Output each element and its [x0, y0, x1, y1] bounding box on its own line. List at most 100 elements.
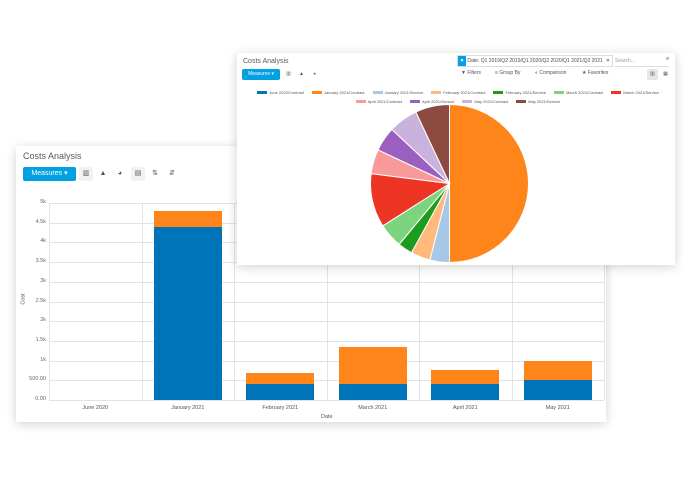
bar-segment[interactable]: [153, 226, 222, 400]
x-gridline: [49, 203, 50, 400]
legend-item[interactable]: April 2021/Service: [409, 97, 455, 106]
x-axis-title: Date: [321, 414, 333, 420]
x-gridline: [326, 203, 328, 400]
legend-label: February 2021/Contract: [443, 90, 486, 95]
legend-swatch: [257, 91, 268, 95]
legend-label: March 2021/Contract: [565, 90, 604, 95]
bar-segment[interactable]: [523, 360, 592, 381]
y-tick-label: 1.5k: [35, 336, 46, 343]
remove-facet-icon[interactable]: ✕: [605, 58, 610, 64]
y-gridline: [49, 400, 604, 401]
y-tick-label: 4k: [40, 238, 46, 245]
sort-desc-icon[interactable]: ⇵: [165, 167, 179, 181]
pie-measures-button[interactable]: Measures ▾: [242, 69, 280, 80]
favorites-icon: ★: [582, 70, 587, 76]
y-tick-label: 500.00: [29, 376, 46, 383]
legend-swatch: [462, 100, 473, 104]
stack-icon[interactable]: ▤: [131, 167, 145, 181]
x-gridline: [511, 203, 513, 400]
filters-button[interactable]: ▼ Filters: [461, 70, 481, 76]
comparison-icon: ◐: [535, 70, 539, 76]
legend-item[interactable]: April 2021/Contract: [355, 97, 402, 106]
pie-legend: June 2020/Contract January 2021/Contract J…: [253, 88, 663, 106]
pie-chart-panel: Costs Analysis ▼ Date: Q1 2019/Q2 2019/Q…: [237, 53, 675, 265]
x-gridline: [141, 203, 143, 400]
x-tick-label: May 2021: [545, 405, 570, 411]
pie-chart: [370, 103, 529, 264]
legend-item[interactable]: March 2021/Service: [611, 88, 659, 97]
legend-label: April 2021/Service: [421, 99, 455, 104]
y-tick-label: 4.5k: [35, 218, 46, 225]
y-tick-label: 3.5k: [35, 258, 46, 265]
pie-slice[interactable]: [449, 103, 529, 264]
x-gridline: [604, 203, 605, 400]
bar-segment[interactable]: [523, 380, 592, 400]
legend-item[interactable]: February 2021/Service: [493, 88, 546, 97]
y-tick-label: 0.00: [35, 396, 46, 402]
legend-label: January 2021/Service: [384, 90, 424, 95]
y-tick-label: 2.5k: [35, 297, 46, 304]
legend-label: June 2020/Contract: [269, 90, 305, 95]
y-tick-label: 5k: [40, 199, 46, 205]
pie-slice[interactable]: [415, 103, 450, 184]
legend-item[interactable]: May 2021/Contract: [462, 97, 508, 106]
filter-facet-icon: ▼: [458, 56, 466, 66]
pivot-view-icon[interactable]: ▦: [660, 69, 671, 80]
x-tick-label: February 2021: [262, 405, 299, 411]
legend-swatch: [312, 91, 323, 95]
legend-label: February 2021/Service: [505, 90, 546, 95]
bar-segment[interactable]: [246, 384, 315, 400]
pie-chart-icon[interactable]: ◕: [309, 69, 320, 80]
legend-label: May 2021/Service: [528, 99, 561, 104]
legend-item[interactable]: March 2021/Contract: [553, 88, 604, 97]
legend-label: May 2021/Contract: [474, 99, 509, 104]
sort-asc-icon[interactable]: ⇅: [148, 167, 162, 181]
line-chart-icon[interactable]: ▲: [296, 69, 307, 80]
bar-segment[interactable]: [153, 210, 222, 227]
search-icon[interactable]: ⌕: [666, 56, 670, 62]
date-filter-facet[interactable]: ▼ Date: Q1 2019/Q2 2019/Q1 2020/Q2 2020/…: [457, 55, 613, 67]
filter-icon: ▼: [461, 70, 466, 76]
legend-item[interactable]: February 2021/Contract: [431, 88, 485, 97]
bar-chart-icon[interactable]: ▥: [283, 69, 294, 80]
caret-down-icon: ▾: [271, 71, 274, 77]
bar-segment[interactable]: [431, 370, 500, 385]
legend-swatch: [516, 100, 527, 104]
pie-view-title: Costs Analysis: [243, 58, 289, 65]
caret-down-icon: ▾: [64, 170, 68, 177]
legend-swatch: [431, 91, 442, 95]
group-by-button[interactable]: ≡ Group By: [495, 70, 521, 76]
bar-segment[interactable]: [246, 373, 315, 385]
measures-button[interactable]: Measures ▾: [23, 167, 76, 181]
comparison-button[interactable]: ◐ Comparison: [535, 70, 567, 76]
legend-item[interactable]: May 2021/Service: [516, 97, 560, 106]
facet-label: Date: Q1 2019/Q2 2019/Q1 2020/Q2 2020/Q1…: [467, 58, 603, 64]
favorites-button[interactable]: ★ Favorites: [582, 70, 609, 76]
legend-label: January 2021/Contract: [324, 90, 365, 95]
x-tick-label: April 2021: [452, 405, 478, 411]
legend-label: April 2021/Contract: [367, 99, 402, 104]
legend-swatch: [553, 91, 564, 95]
line-chart-icon[interactable]: ▲: [96, 167, 110, 181]
legend-item[interactable]: June 2020/Contract: [257, 88, 304, 97]
legend-label: March 2021/Service: [623, 90, 659, 95]
y-tick-label: 3k: [40, 277, 46, 284]
graph-view-icon[interactable]: ▥: [647, 69, 658, 80]
bar-segment[interactable]: [431, 384, 500, 400]
x-tick-label: June 2020: [82, 405, 109, 411]
bar-view-title: Costs Analysis: [23, 151, 82, 161]
x-gridline: [234, 203, 235, 400]
measures-label: Measures: [248, 71, 271, 77]
bar-chart-icon[interactable]: ▥: [79, 167, 93, 181]
legend-item[interactable]: January 2021/Service: [372, 88, 424, 97]
search-input[interactable]: Search...: [615, 56, 669, 67]
legend-swatch: [355, 100, 366, 104]
legend-swatch: [493, 91, 504, 95]
bar-segment[interactable]: [338, 346, 407, 385]
measures-label: Measures: [31, 170, 63, 177]
group-by-icon: ≡: [495, 70, 498, 76]
y-tick-label: 2k: [40, 317, 46, 324]
bar-segment[interactable]: [338, 384, 407, 400]
legend-item[interactable]: January 2021/Contract: [312, 88, 365, 97]
pie-chart-icon[interactable]: ◕: [113, 167, 127, 181]
